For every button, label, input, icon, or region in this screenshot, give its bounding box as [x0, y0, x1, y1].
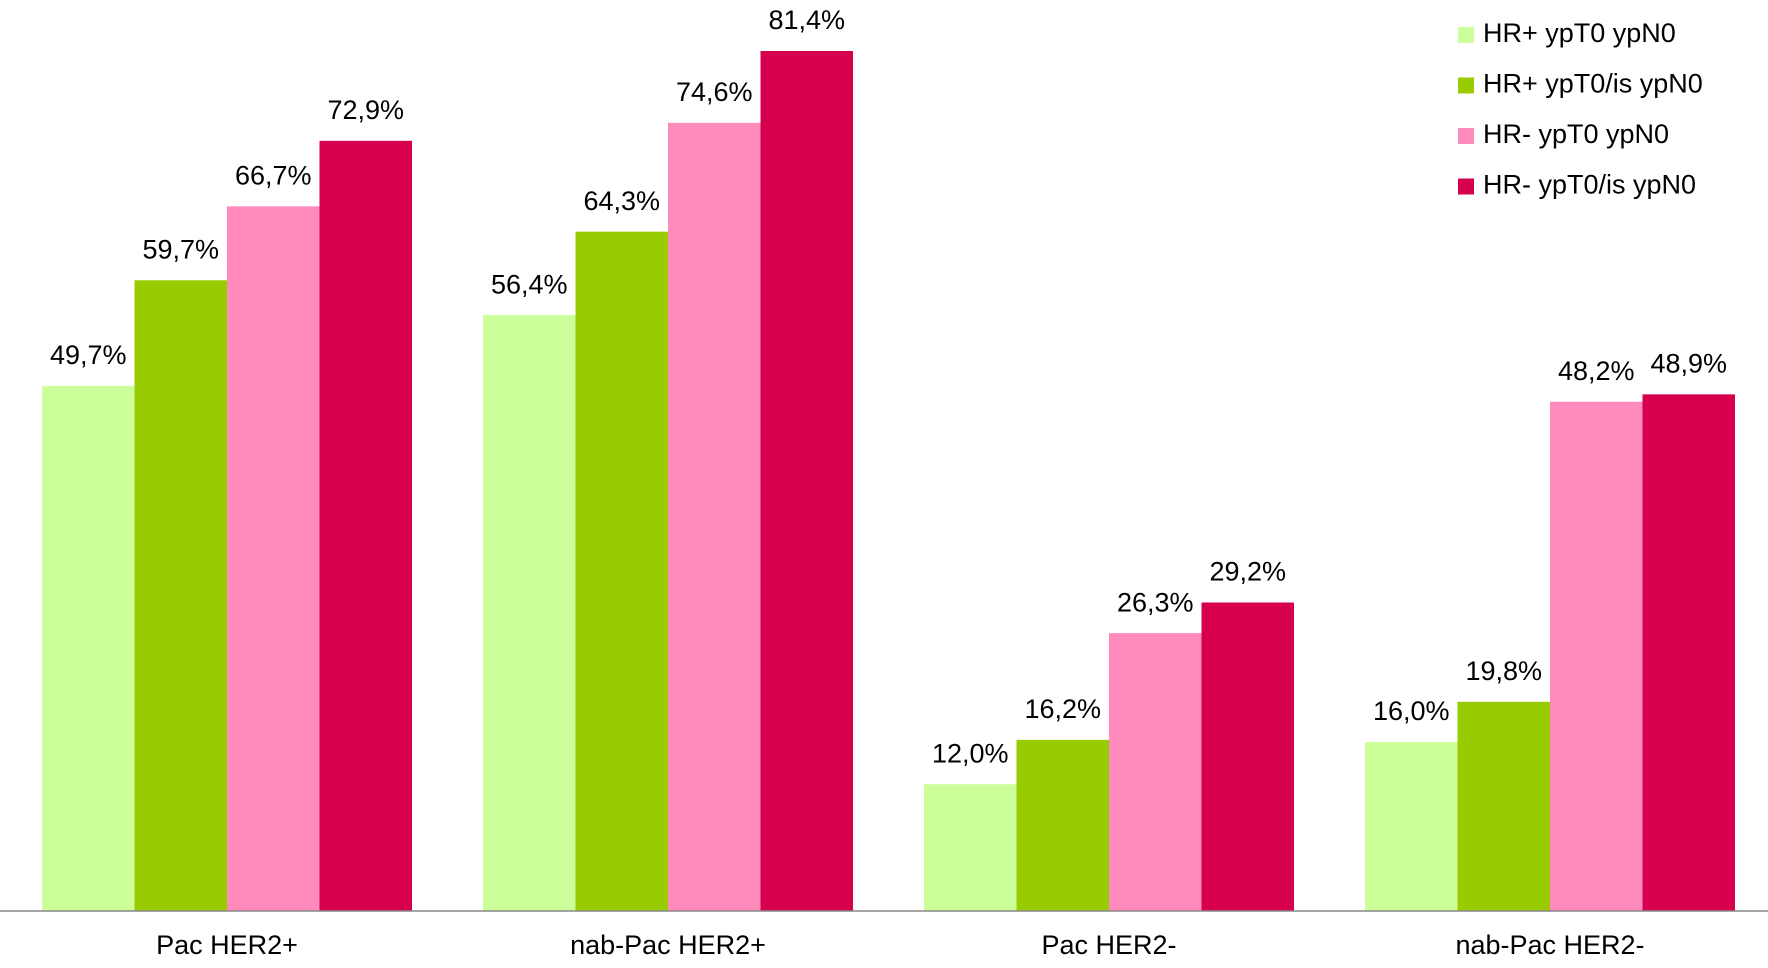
value-label: 12,0% [932, 738, 1009, 768]
value-label: 16,2% [1024, 694, 1101, 724]
value-label: 56,4% [491, 269, 568, 299]
value-label: 29,2% [1209, 557, 1286, 587]
bar [1201, 602, 1294, 911]
legend-label: HR+ ypT0 ypN0 [1483, 18, 1676, 48]
value-label: 19,8% [1465, 656, 1542, 686]
legend-swatch [1458, 178, 1474, 195]
legend-label: HR- ypT0/is ypN0 [1483, 170, 1696, 200]
bar [227, 206, 320, 911]
bar [575, 231, 668, 911]
legend-swatch [1458, 128, 1474, 144]
x-tick-label: nab-Pac HER2+ [570, 930, 766, 960]
bar [760, 51, 853, 912]
bar [1109, 633, 1202, 911]
bar [924, 784, 1017, 911]
bar [1642, 394, 1735, 912]
x-tick-label: Pac HER2+ [156, 930, 298, 960]
value-label: 59,7% [142, 234, 219, 264]
bar [1365, 741, 1458, 911]
bar [483, 315, 576, 911]
bar [1016, 739, 1109, 911]
value-label: 26,3% [1117, 587, 1194, 617]
legend-label: HR- ypT0 ypN0 [1483, 119, 1669, 149]
bar [134, 280, 227, 911]
legend-swatch [1458, 27, 1474, 43]
value-label: 48,9% [1650, 348, 1727, 378]
value-label: 66,7% [235, 160, 312, 190]
value-label: 49,7% [50, 340, 127, 370]
value-label: 64,3% [583, 186, 660, 216]
x-tick-label: Pac HER2- [1041, 930, 1176, 960]
value-label: 81,4% [768, 5, 845, 35]
bar [668, 122, 761, 911]
value-label: 48,2% [1558, 356, 1635, 386]
legend-swatch [1458, 77, 1474, 94]
bar [1457, 701, 1550, 911]
x-tick-label: nab-Pac HER2- [1455, 930, 1644, 960]
value-label: 16,0% [1373, 696, 1450, 726]
legend-label: HR+ ypT0/is ypN0 [1483, 69, 1703, 99]
bar [1550, 401, 1643, 911]
bar [319, 140, 412, 911]
bar [42, 385, 135, 911]
value-label: 72,9% [327, 95, 404, 125]
value-label: 74,6% [676, 77, 753, 107]
